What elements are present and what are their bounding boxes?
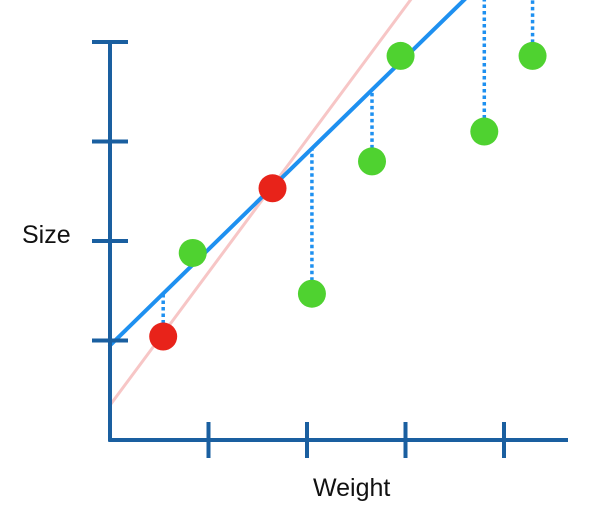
green-point-0 [178, 238, 207, 267]
green-point-2 [358, 147, 387, 176]
green-point-3 [386, 41, 415, 70]
green-point-5 [518, 41, 547, 70]
red-fit-line [108, 0, 413, 407]
green-point-1 [297, 279, 326, 308]
red-point-0 [149, 322, 178, 351]
red-point-1 [258, 174, 287, 203]
green-point-4 [470, 117, 499, 146]
y-axis-label: Size [22, 221, 71, 249]
fit-line [108, 0, 467, 348]
x-axis-label: Weight [313, 474, 391, 502]
